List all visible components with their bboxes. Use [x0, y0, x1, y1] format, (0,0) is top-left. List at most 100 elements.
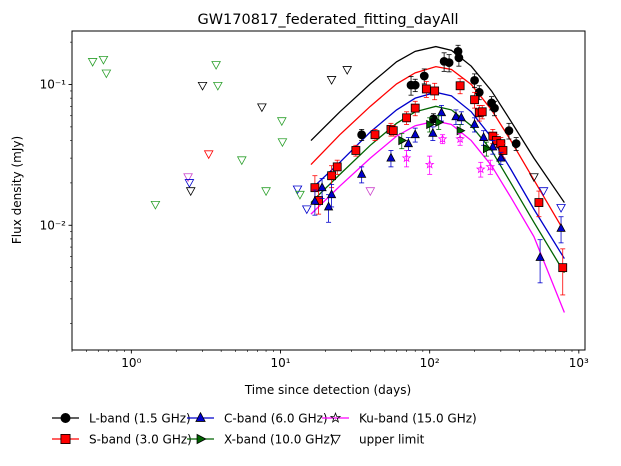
y-tick-label: 10⁻²: [40, 218, 67, 232]
axes: 10⁰ 10¹ 10² 10³ 10⁻² 10⁻¹: [40, 41, 589, 370]
upper-limit-point: [295, 190, 305, 200]
legend-entry: C-band (6.0 GHz): [187, 412, 328, 426]
upper-limit-point: [292, 185, 303, 195]
data-point: [456, 126, 466, 136]
data-point: [398, 135, 408, 146]
data-point: [317, 182, 327, 192]
data-point: [469, 119, 480, 128]
data-point: [327, 171, 336, 181]
series-line: [310, 120, 565, 313]
legend-label: L-band (1.5 GHz): [89, 412, 191, 426]
upper-limit-point: [212, 81, 223, 91]
data-point: [436, 107, 447, 117]
upper-limit-point: [211, 61, 221, 70]
data-point: [534, 198, 544, 207]
data-point: [475, 164, 486, 174]
legend-entry: Ku-band (15.0 GHz): [322, 412, 477, 426]
data-point: [535, 252, 545, 261]
upper-limit-point: [257, 103, 267, 113]
upper-limit-point: [150, 200, 161, 210]
data-point: [455, 133, 465, 144]
series-line: [310, 45, 565, 203]
data-point: [456, 112, 466, 122]
x-tick-label: 10³: [569, 356, 589, 370]
data-point: [496, 152, 506, 162]
plot-frame: [71, 30, 586, 351]
legend-entry: upper limit: [330, 433, 425, 447]
legend: L-band (1.5 GHz) S-band (3.0 GHz) C-band (…: [52, 412, 477, 447]
upper-limit-point: [236, 156, 247, 166]
legend-entry: S-band (3.0 GHz): [52, 433, 192, 447]
data-point: [310, 195, 320, 205]
data-point: [357, 130, 367, 140]
upper-limit-point: [197, 81, 208, 91]
data-point: [488, 141, 498, 151]
data-point: [504, 126, 514, 136]
data-point: [428, 127, 438, 137]
data-point: [437, 133, 448, 144]
data-point: [477, 107, 487, 117]
data-point: [356, 168, 367, 178]
data-point: [444, 58, 454, 68]
legend-entry: X-band (10.0 GHz): [187, 433, 334, 447]
x-tick-label: 10⁰: [121, 356, 141, 370]
data-point: [470, 95, 479, 105]
data-point: [410, 129, 420, 139]
data-point: [351, 146, 361, 155]
upper-limit-point: [342, 66, 353, 75]
x-axis-label: Time since detection (days): [244, 383, 411, 397]
legend-entry: L-band (1.5 GHz): [52, 412, 191, 426]
upper-limit-point: [556, 204, 566, 213]
upper-limit-point: [538, 187, 549, 197]
data-point: [401, 153, 412, 163]
upper-limit-point: [184, 179, 195, 188]
upper-limit-point: [301, 205, 312, 215]
upper-limit-point: [277, 138, 288, 148]
legend-marker: [195, 411, 206, 422]
upper-limit-point: [365, 187, 376, 197]
data-point: [435, 117, 445, 127]
data-point: [490, 103, 499, 113]
upper-limit-point: [276, 117, 287, 127]
data-point: [410, 80, 420, 90]
x-tick-label: 10¹: [270, 356, 290, 370]
upper-limit-point: [101, 69, 112, 79]
data-point: [402, 113, 411, 123]
legend-label: C-band (6.0 GHz): [224, 412, 328, 426]
data-point: [498, 146, 508, 155]
legend-label: S-band (3.0 GHz): [89, 433, 192, 447]
upper-limit-point: [326, 76, 337, 85]
data-point: [410, 103, 420, 113]
x-tick-label: 10²: [420, 356, 440, 370]
legend-label: upper limit: [359, 433, 425, 447]
legend-label: X-band (10.0 GHz): [224, 433, 334, 447]
data-point: [451, 111, 461, 121]
data-point: [511, 139, 521, 149]
legend-marker: [330, 434, 341, 445]
data-point: [482, 144, 492, 154]
series-line: [310, 105, 565, 274]
legend-marker: [60, 412, 71, 423]
upper-limit-point: [87, 58, 98, 67]
legend-label: Ku-band (15.0 GHz): [359, 412, 477, 426]
legend-marker: [196, 433, 207, 445]
upper-limit-point: [529, 173, 539, 183]
upper-limit-point: [183, 173, 193, 183]
data-point: [388, 126, 398, 136]
data-point: [455, 81, 465, 91]
upper-limit-point: [261, 187, 271, 197]
data-point: [558, 263, 568, 273]
data-point: [326, 189, 337, 199]
plot-area: [87, 44, 568, 313]
data-point: [421, 84, 431, 94]
data-point: [386, 152, 396, 162]
data-point: [332, 162, 342, 172]
data-point: [556, 222, 566, 232]
chart-title: GW170817_federated_fitting_dayAll: [197, 12, 458, 28]
y-tick-label: 10⁻¹: [40, 78, 67, 92]
y-axis-label: Flux density (mJy): [10, 136, 24, 244]
data-point: [430, 86, 440, 96]
